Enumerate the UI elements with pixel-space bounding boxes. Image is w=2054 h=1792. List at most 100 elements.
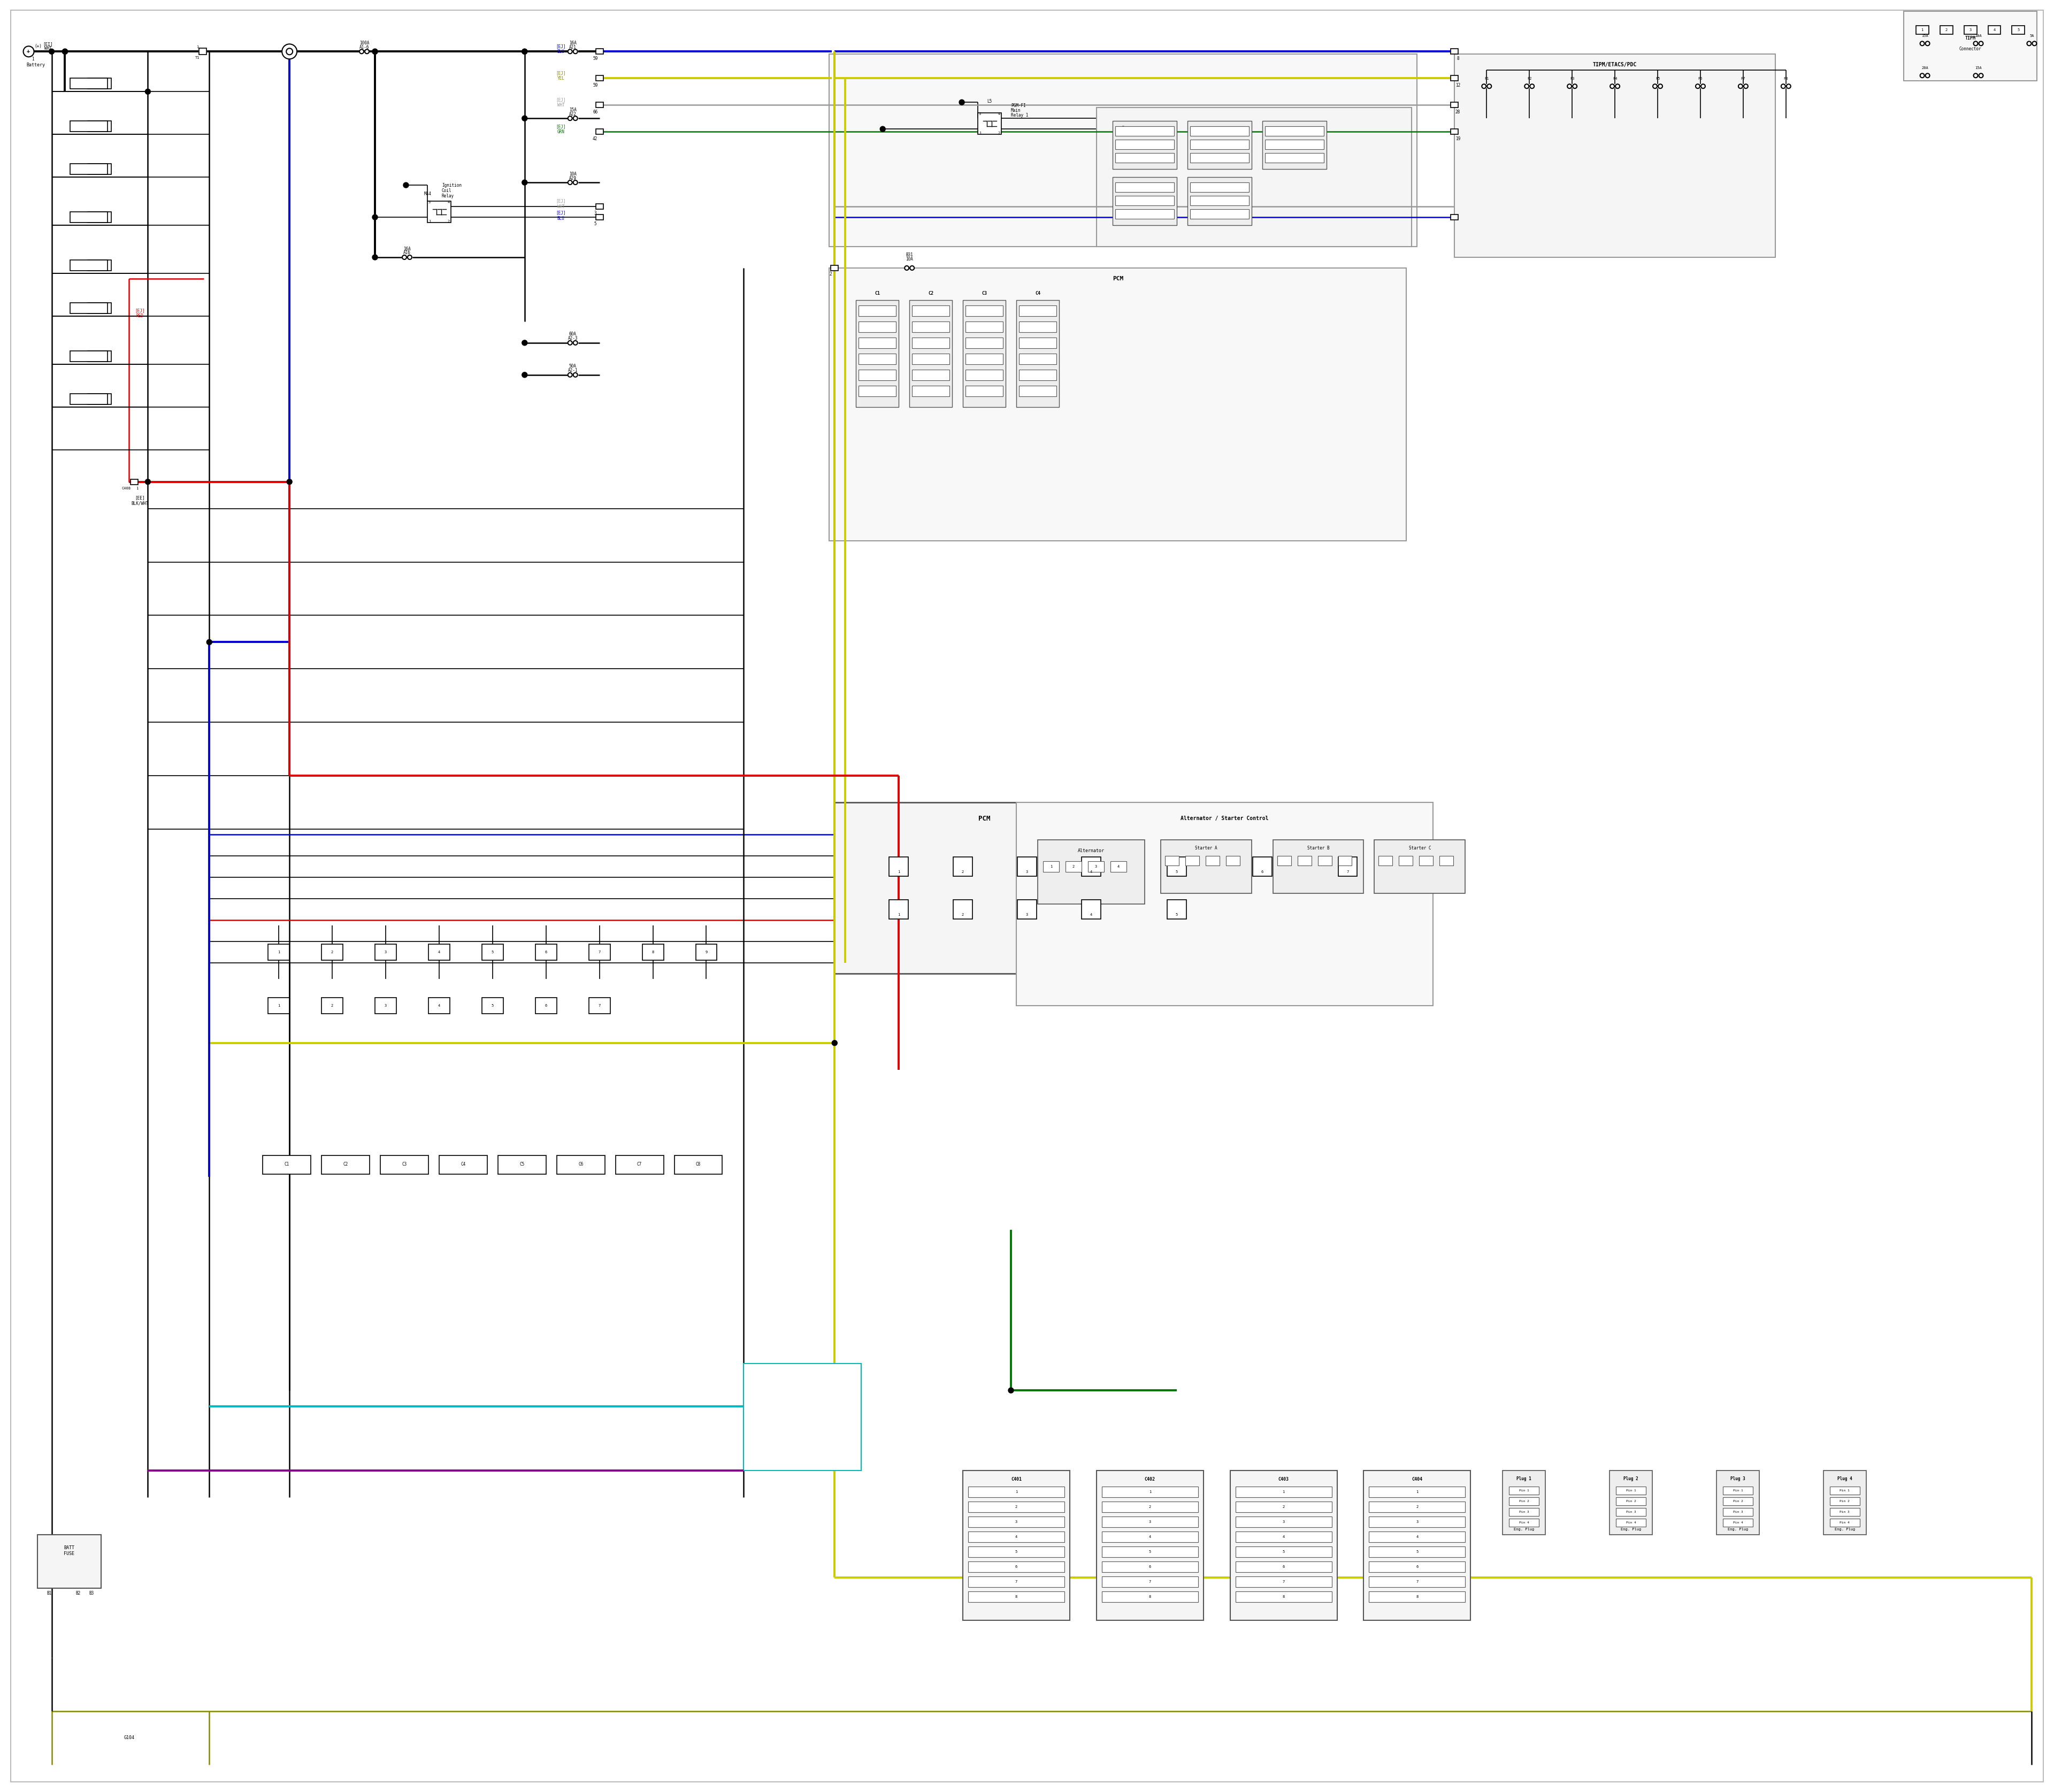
Bar	[1115, 140, 1175, 149]
Circle shape	[567, 50, 573, 54]
Text: 5A: 5A	[2029, 34, 2033, 38]
Bar	[859, 385, 896, 396]
Text: 28: 28	[1456, 109, 1460, 115]
Circle shape	[1573, 84, 1577, 88]
Bar	[1043, 862, 1060, 873]
Text: 4: 4	[1282, 1536, 1284, 1539]
Bar	[1115, 127, 1175, 136]
Text: BATT
FUSE: BATT FUSE	[64, 1545, 74, 1555]
Bar	[1019, 305, 1056, 315]
Bar	[1265, 140, 1323, 149]
Bar	[1234, 1546, 1331, 1557]
Circle shape	[1925, 73, 1929, 77]
Circle shape	[1787, 84, 1791, 88]
Text: B1: B1	[47, 1591, 51, 1597]
Text: 1: 1	[1920, 29, 1923, 32]
Text: Starter C: Starter C	[1409, 846, 1432, 849]
Text: 5: 5	[594, 220, 596, 226]
Bar	[967, 1532, 1064, 1543]
Text: C5: C5	[520, 1161, 524, 1167]
Bar	[696, 944, 717, 961]
Circle shape	[522, 373, 528, 378]
Text: 4: 4	[1091, 871, 1093, 873]
Bar	[1370, 1561, 1465, 1572]
Text: F3: F3	[1569, 77, 1575, 81]
Text: M44: M44	[423, 192, 431, 195]
Circle shape	[567, 373, 573, 376]
Text: 7: 7	[598, 950, 600, 953]
Text: 1: 1	[980, 131, 982, 134]
Bar	[965, 385, 1002, 396]
Text: C3: C3	[982, 292, 986, 296]
Bar	[1234, 1487, 1331, 1498]
Bar	[859, 353, 896, 364]
Circle shape	[403, 183, 409, 188]
Circle shape	[1925, 41, 1929, 45]
Bar	[1450, 102, 1458, 108]
Text: 3: 3	[429, 201, 431, 204]
Bar	[427, 201, 452, 222]
Text: 3: 3	[1282, 1520, 1284, 1523]
Text: 6: 6	[1415, 1564, 1417, 1568]
Text: Starter A: Starter A	[1195, 846, 1218, 849]
Text: 8: 8	[1015, 1595, 1017, 1598]
Bar	[596, 102, 604, 108]
Text: TIPM: TIPM	[1966, 36, 1976, 41]
Text: C408: C408	[121, 487, 131, 489]
Circle shape	[573, 50, 577, 54]
Text: GRN: GRN	[557, 129, 565, 134]
Bar	[1066, 862, 1082, 873]
Text: Eng. Plug: Eng. Plug	[1621, 1529, 1641, 1530]
Text: [EJ]: [EJ]	[557, 97, 567, 102]
Text: 2: 2	[1072, 866, 1074, 867]
Bar	[483, 998, 503, 1014]
Bar	[1101, 1502, 1197, 1512]
Bar	[830, 54, 1417, 247]
Text: [EJ]: [EJ]	[557, 70, 567, 75]
Bar	[1450, 215, 1458, 220]
Bar	[967, 1591, 1064, 1602]
Bar	[1113, 177, 1177, 226]
Bar	[1370, 1546, 1465, 1557]
Bar	[1265, 152, 1323, 163]
Bar	[1187, 122, 1251, 168]
Text: Eng. Plug: Eng. Plug	[1834, 1529, 1855, 1530]
Text: 100A: 100A	[359, 41, 370, 45]
Text: F6: F6	[1699, 77, 1703, 81]
Text: 5: 5	[1148, 1550, 1150, 1554]
Bar	[1189, 195, 1249, 206]
Bar	[912, 305, 949, 315]
Text: 20A: 20A	[1920, 66, 1929, 70]
Bar	[965, 305, 1002, 315]
Text: 3: 3	[1015, 1520, 1017, 1523]
Bar	[1337, 857, 1352, 866]
Bar	[912, 369, 949, 380]
Text: C2: C2	[343, 1161, 347, 1167]
Text: C401: C401	[1011, 1477, 1021, 1482]
Bar	[1082, 857, 1101, 876]
Bar	[912, 337, 949, 348]
Circle shape	[1697, 84, 1701, 88]
Text: A21: A21	[569, 45, 577, 50]
Text: [EJ]: [EJ]	[557, 124, 567, 129]
Bar	[429, 944, 450, 961]
Text: [EJ]: [EJ]	[557, 210, 567, 215]
Text: 12: 12	[1456, 82, 1460, 88]
Bar	[1019, 385, 1056, 396]
Bar	[1454, 54, 1775, 258]
Circle shape	[522, 179, 528, 185]
Text: C7: C7	[637, 1161, 643, 1167]
Bar	[70, 394, 107, 405]
Circle shape	[1978, 73, 1982, 77]
Text: C4: C4	[460, 1161, 466, 1167]
Text: 3: 3	[1025, 871, 1029, 873]
Bar	[963, 1471, 1070, 1620]
Text: C1: C1	[1968, 25, 1974, 30]
Text: Pin 4: Pin 4	[1520, 1521, 1528, 1523]
Bar	[1226, 857, 1241, 866]
Text: A2-3: A2-3	[567, 337, 577, 340]
Text: F1: F1	[1485, 77, 1489, 81]
Text: 2: 2	[331, 950, 333, 953]
Text: 4: 4	[1148, 1536, 1150, 1539]
Bar	[1097, 108, 1411, 247]
